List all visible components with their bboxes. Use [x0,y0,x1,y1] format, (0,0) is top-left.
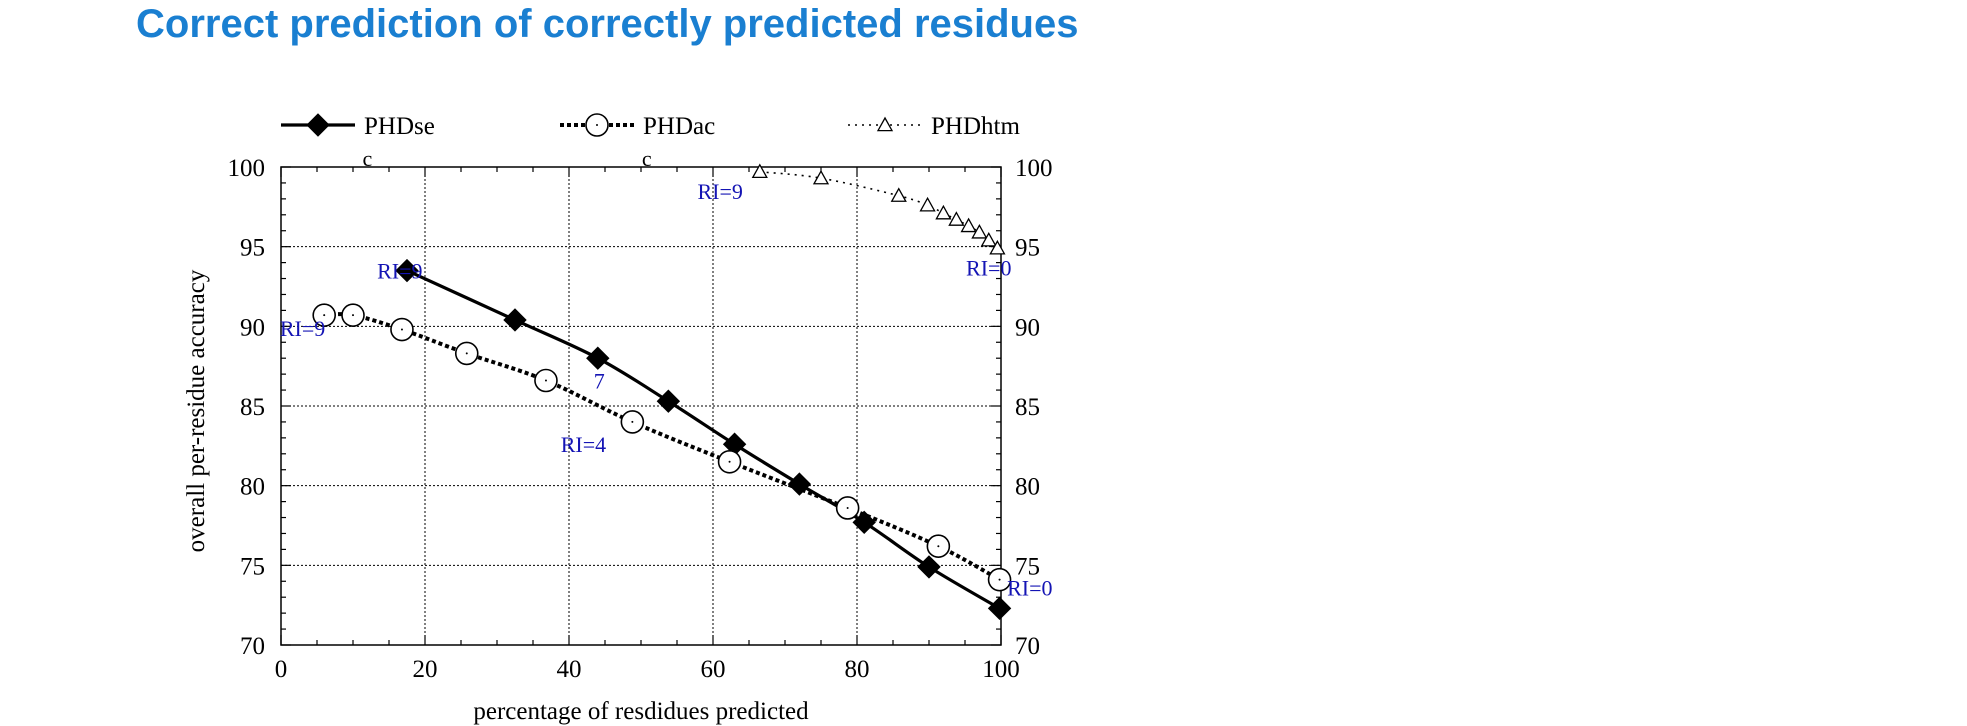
annotation-label: RI=0 [966,255,1011,280]
y-tick-label-right: 80 [1015,474,1040,501]
data-point-phdhtm [890,187,907,202]
series-line-phdhtm [759,170,998,249]
y-tick-label-left: 95 [240,235,265,262]
y-tick-label-left: 90 [240,314,265,341]
x-tick-label: 20 [413,656,438,683]
x-tick-label: 0 [275,656,288,683]
legend-item-phdse: PHDse [281,113,435,140]
data-point-phdse [852,510,876,535]
series-layer [312,163,1012,621]
data-point-phdhtm [919,196,936,212]
y-tick-label-left: 100 [228,155,266,182]
legend-item-phdac: PHDac [560,113,715,140]
tick-marks [280,166,1002,646]
data-point-phdac [534,368,558,393]
x-tick-label: 60 [701,656,726,683]
data-point-phdhtm [935,204,952,220]
series-phdse [395,258,1012,621]
series-phdhtm [751,163,1006,255]
data-point-phdhtm [971,223,988,239]
data-point-phdhtm [812,169,830,185]
data-point-phdac [717,449,742,474]
data-point-phdac-dot [400,328,403,331]
y-tick-label-right: 95 [1015,235,1040,262]
y-tick-label-right: 100 [1015,155,1053,182]
y-tick-label-left: 85 [240,394,265,421]
series-line-phdac [324,312,1001,582]
data-point-phdac-dot [352,314,354,317]
y-tick-label-right: 85 [1015,394,1040,421]
x-tick-label: 40 [557,656,582,683]
legend-item-phdhtm: PHDhtm [848,113,1020,140]
annotation-label: 7 [594,368,605,393]
data-point-phdse [656,389,681,413]
data-point-phdac-dot [465,352,468,355]
annotation-label: RI=9 [697,179,742,204]
data-point-phdhtm [751,163,768,179]
legend: PHDse PHDac PHDhtm [281,113,1020,140]
data-point-phdhtm [989,239,1006,255]
data-point-phdac-dot [998,578,1001,581]
legend-marker [876,116,894,132]
data-point-phdse [395,258,419,283]
legend-marker [585,113,609,137]
legend-label: PHDse [364,113,435,140]
page-title: Correct prediction of correctly predicte… [136,2,1079,46]
data-point-phdac-dot [728,460,731,463]
data-point-phdse [987,596,1012,621]
data-point-phdhtm [960,217,977,233]
data-point-phdac [620,410,645,434]
series-line-phdse [406,269,1001,610]
annotation-label: RI=4 [561,432,606,457]
data-point-phdse [917,555,941,579]
data-point-phdse [586,346,610,370]
grid-lines [281,167,1001,645]
data-point-phdac [835,496,860,520]
legend-marker-dot [596,124,598,126]
x-axis-label: percentage of resdidues predicted [473,698,809,725]
data-point-phdhtm [948,211,965,226]
data-point-phdac-dot [631,420,634,423]
data-point-phdac [341,303,365,327]
y-tick-label-right: 75 [1015,553,1040,580]
data-point-phdac-dot [544,379,547,382]
data-point-phdhtm [980,231,997,247]
data-point-phdac-dot [846,506,849,509]
annotation-label: RI=9 [377,259,422,284]
y-tick-label-right: 90 [1015,314,1040,341]
y-tick-label-left: 80 [240,474,265,501]
x-tick-label: 100 [982,656,1020,683]
data-point-phdac [390,317,414,342]
data-point-phdac [987,567,1012,592]
data-point-phdac-dot [323,314,326,317]
y-axis-label: overall per-residue accuracy [183,269,210,552]
annotation-label: RI=9 [280,316,325,341]
x-tick-label: 80 [845,656,870,683]
data-point-phdse [503,308,527,332]
legend-marker [306,113,330,137]
data-point-phdac [926,534,951,559]
annotation-label: RI=0 [1007,576,1052,601]
y-tick-label-left: 75 [240,553,265,580]
series-phdac [312,303,1012,592]
corner-mark: c [642,146,652,171]
data-point-phdac-dot [937,545,940,548]
y-tick-label-right: 70 [1015,633,1040,660]
legend-label: PHDhtm [931,113,1020,140]
data-point-phdac [454,341,479,366]
corner-mark: c [363,146,373,171]
annotations: RI=9 RI=9 7 RI=4 RI=9 RI=0 RI=0 [280,179,1053,601]
y-tick-label-left: 70 [240,633,265,660]
legend-label: PHDac [643,113,715,140]
data-point-phdac [312,303,337,327]
